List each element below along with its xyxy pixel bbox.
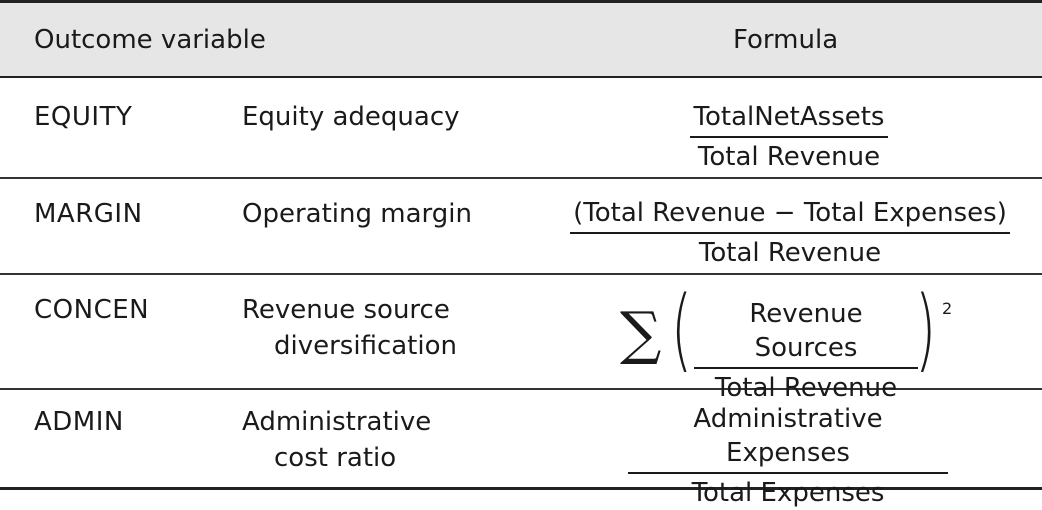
- header-outcome-variable: Outcome variable: [34, 25, 266, 55]
- row-code: EQUITY: [34, 102, 133, 132]
- row-description: Administrative cost ratio: [242, 404, 431, 476]
- exponent: 2: [942, 299, 953, 318]
- formula-fraction: (Total Revenue − Total Expenses) Total R…: [570, 196, 1010, 270]
- row-description-line: cost ratio: [274, 443, 397, 473]
- formula-fraction: Administrative Expenses Total Expenses: [628, 402, 948, 510]
- formula-fraction: Revenue Sources Total Revenue: [694, 297, 918, 405]
- row-description-line: Equity adequacy: [242, 102, 460, 132]
- formula-numerator: (Total Revenue − Total Expenses): [573, 198, 1007, 228]
- row-code: ADMIN: [34, 407, 124, 437]
- header-formula: Formula: [733, 25, 839, 55]
- row-description: Equity adequacy: [242, 99, 460, 135]
- row-description-line: diversification: [274, 331, 457, 361]
- formula-denominator: Total Revenue: [697, 142, 881, 172]
- row-description: Revenue source diversification: [242, 292, 457, 364]
- fraction-bar: [628, 472, 948, 474]
- fraction-bar: [570, 232, 1010, 234]
- fraction-bar: [694, 367, 918, 369]
- table-header: Outcome variable Formula: [0, 3, 1042, 78]
- row-code: CONCEN: [34, 295, 150, 325]
- row-code: MARGIN: [34, 199, 143, 229]
- formula-denominator: Total Revenue: [698, 238, 882, 268]
- close-parenthesis: ): [915, 277, 937, 382]
- table-row-concen: CONCEN Revenue source diversification ∑ …: [0, 275, 1042, 403]
- formula-numerator: TotalNetAssets: [693, 102, 885, 132]
- formula-numerator: Revenue Sources: [749, 299, 863, 363]
- row-description: Operating margin: [242, 196, 472, 232]
- table-row-admin: ADMIN Administrative cost ratio Administ…: [0, 390, 1042, 508]
- formula-fraction: TotalNetAssets Total Revenue: [690, 100, 888, 174]
- summation-symbol: ∑: [620, 299, 662, 367]
- row-description-line: Administrative: [242, 407, 432, 437]
- table-top-rule: [0, 0, 1042, 3]
- table-row-margin: MARGIN Operating margin (Total Revenue −…: [0, 179, 1042, 275]
- formula-denominator: Total Revenue: [714, 373, 898, 403]
- fraction-bar: [690, 136, 888, 138]
- formula-denominator: Total Expenses: [691, 478, 885, 508]
- row-description-line: Revenue source: [242, 295, 450, 325]
- row-description-line: Operating margin: [242, 199, 472, 229]
- table-row-equity: EQUITY Equity adequacy TotalNetAssets To…: [0, 78, 1042, 179]
- formula-numerator: Administrative Expenses: [693, 404, 883, 468]
- open-parenthesis: (: [671, 277, 693, 382]
